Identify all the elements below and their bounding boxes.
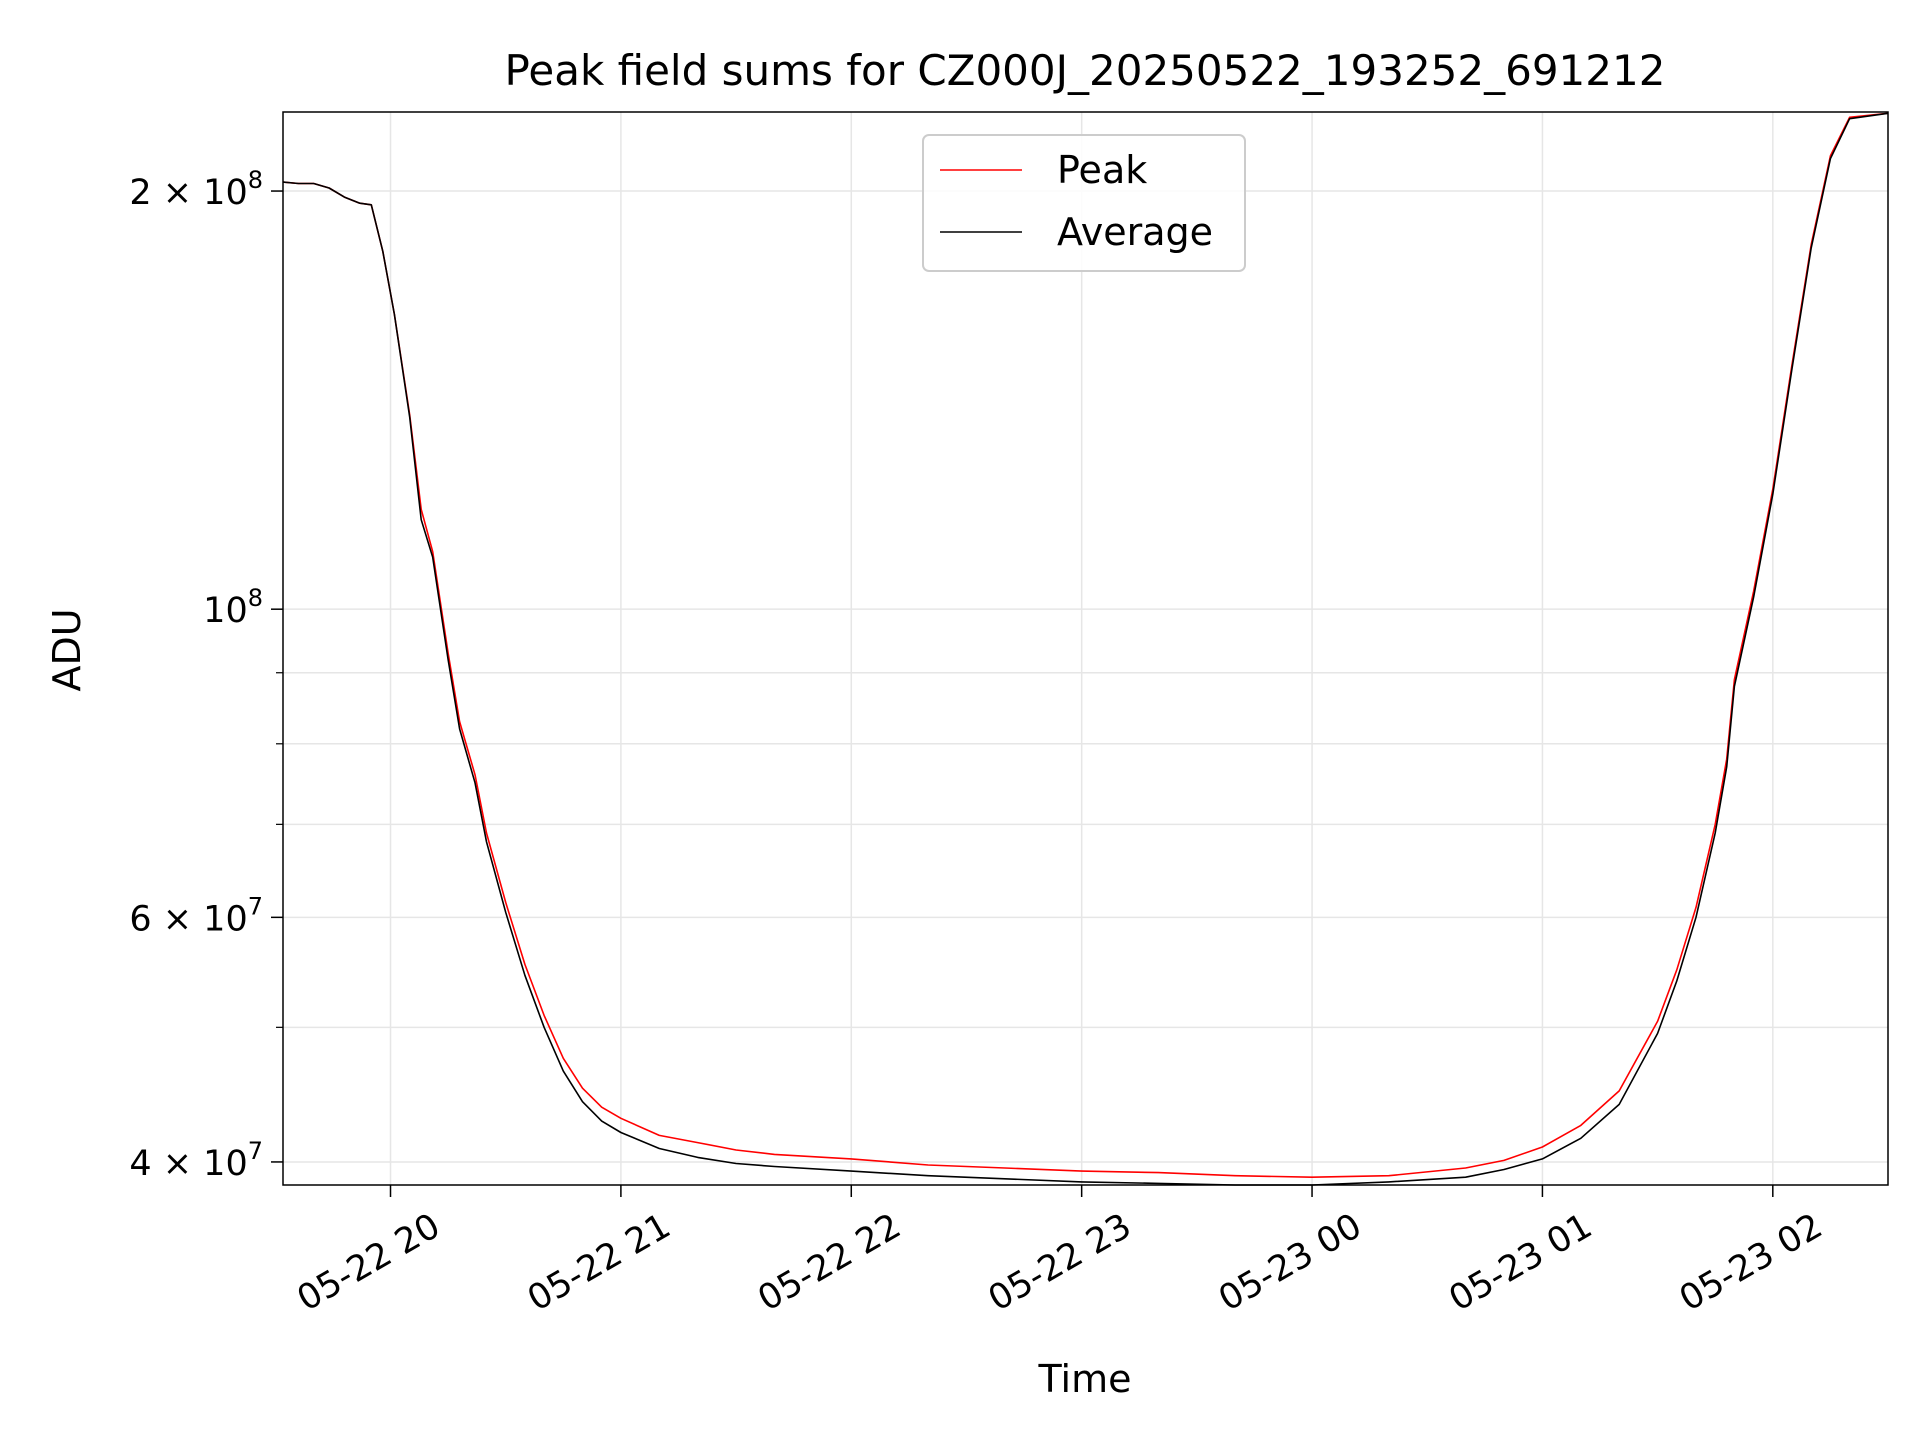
y-tick-label: 6 × 107 xyxy=(129,892,263,939)
legend: Peak Average xyxy=(922,134,1246,272)
plot-lines xyxy=(282,112,1889,1186)
legend-label-average: Average xyxy=(1057,210,1213,254)
y-axis-label: ADU xyxy=(45,608,89,691)
y-tick-label: 4 × 107 xyxy=(129,1137,263,1184)
legend-box xyxy=(922,134,1246,272)
y-tick-label: 2 × 108 xyxy=(129,166,263,213)
series-line-average xyxy=(282,112,1889,1186)
y-tick-label-base: 2 × 10 xyxy=(129,173,247,213)
y-tick-label-exponent: 8 xyxy=(248,584,263,612)
y-tick-label-exponent: 8 xyxy=(248,166,263,194)
chart-title: Peak field sums for CZ000J_20250522_1932… xyxy=(505,46,1666,95)
y-tick-label-base: 10 xyxy=(203,591,248,631)
y-tick-label-exponent: 7 xyxy=(248,1137,263,1165)
y-tick-label-base: 4 × 10 xyxy=(129,1144,247,1184)
plot-frame xyxy=(282,111,1889,1186)
x-axis-label: Time xyxy=(1038,1357,1132,1401)
y-tick-label-exponent: 7 xyxy=(248,892,263,920)
legend-label-peak: Peak xyxy=(1057,148,1147,192)
y-tick-label: 108 xyxy=(203,584,263,631)
y-tick-label-base: 6 × 10 xyxy=(129,899,247,939)
